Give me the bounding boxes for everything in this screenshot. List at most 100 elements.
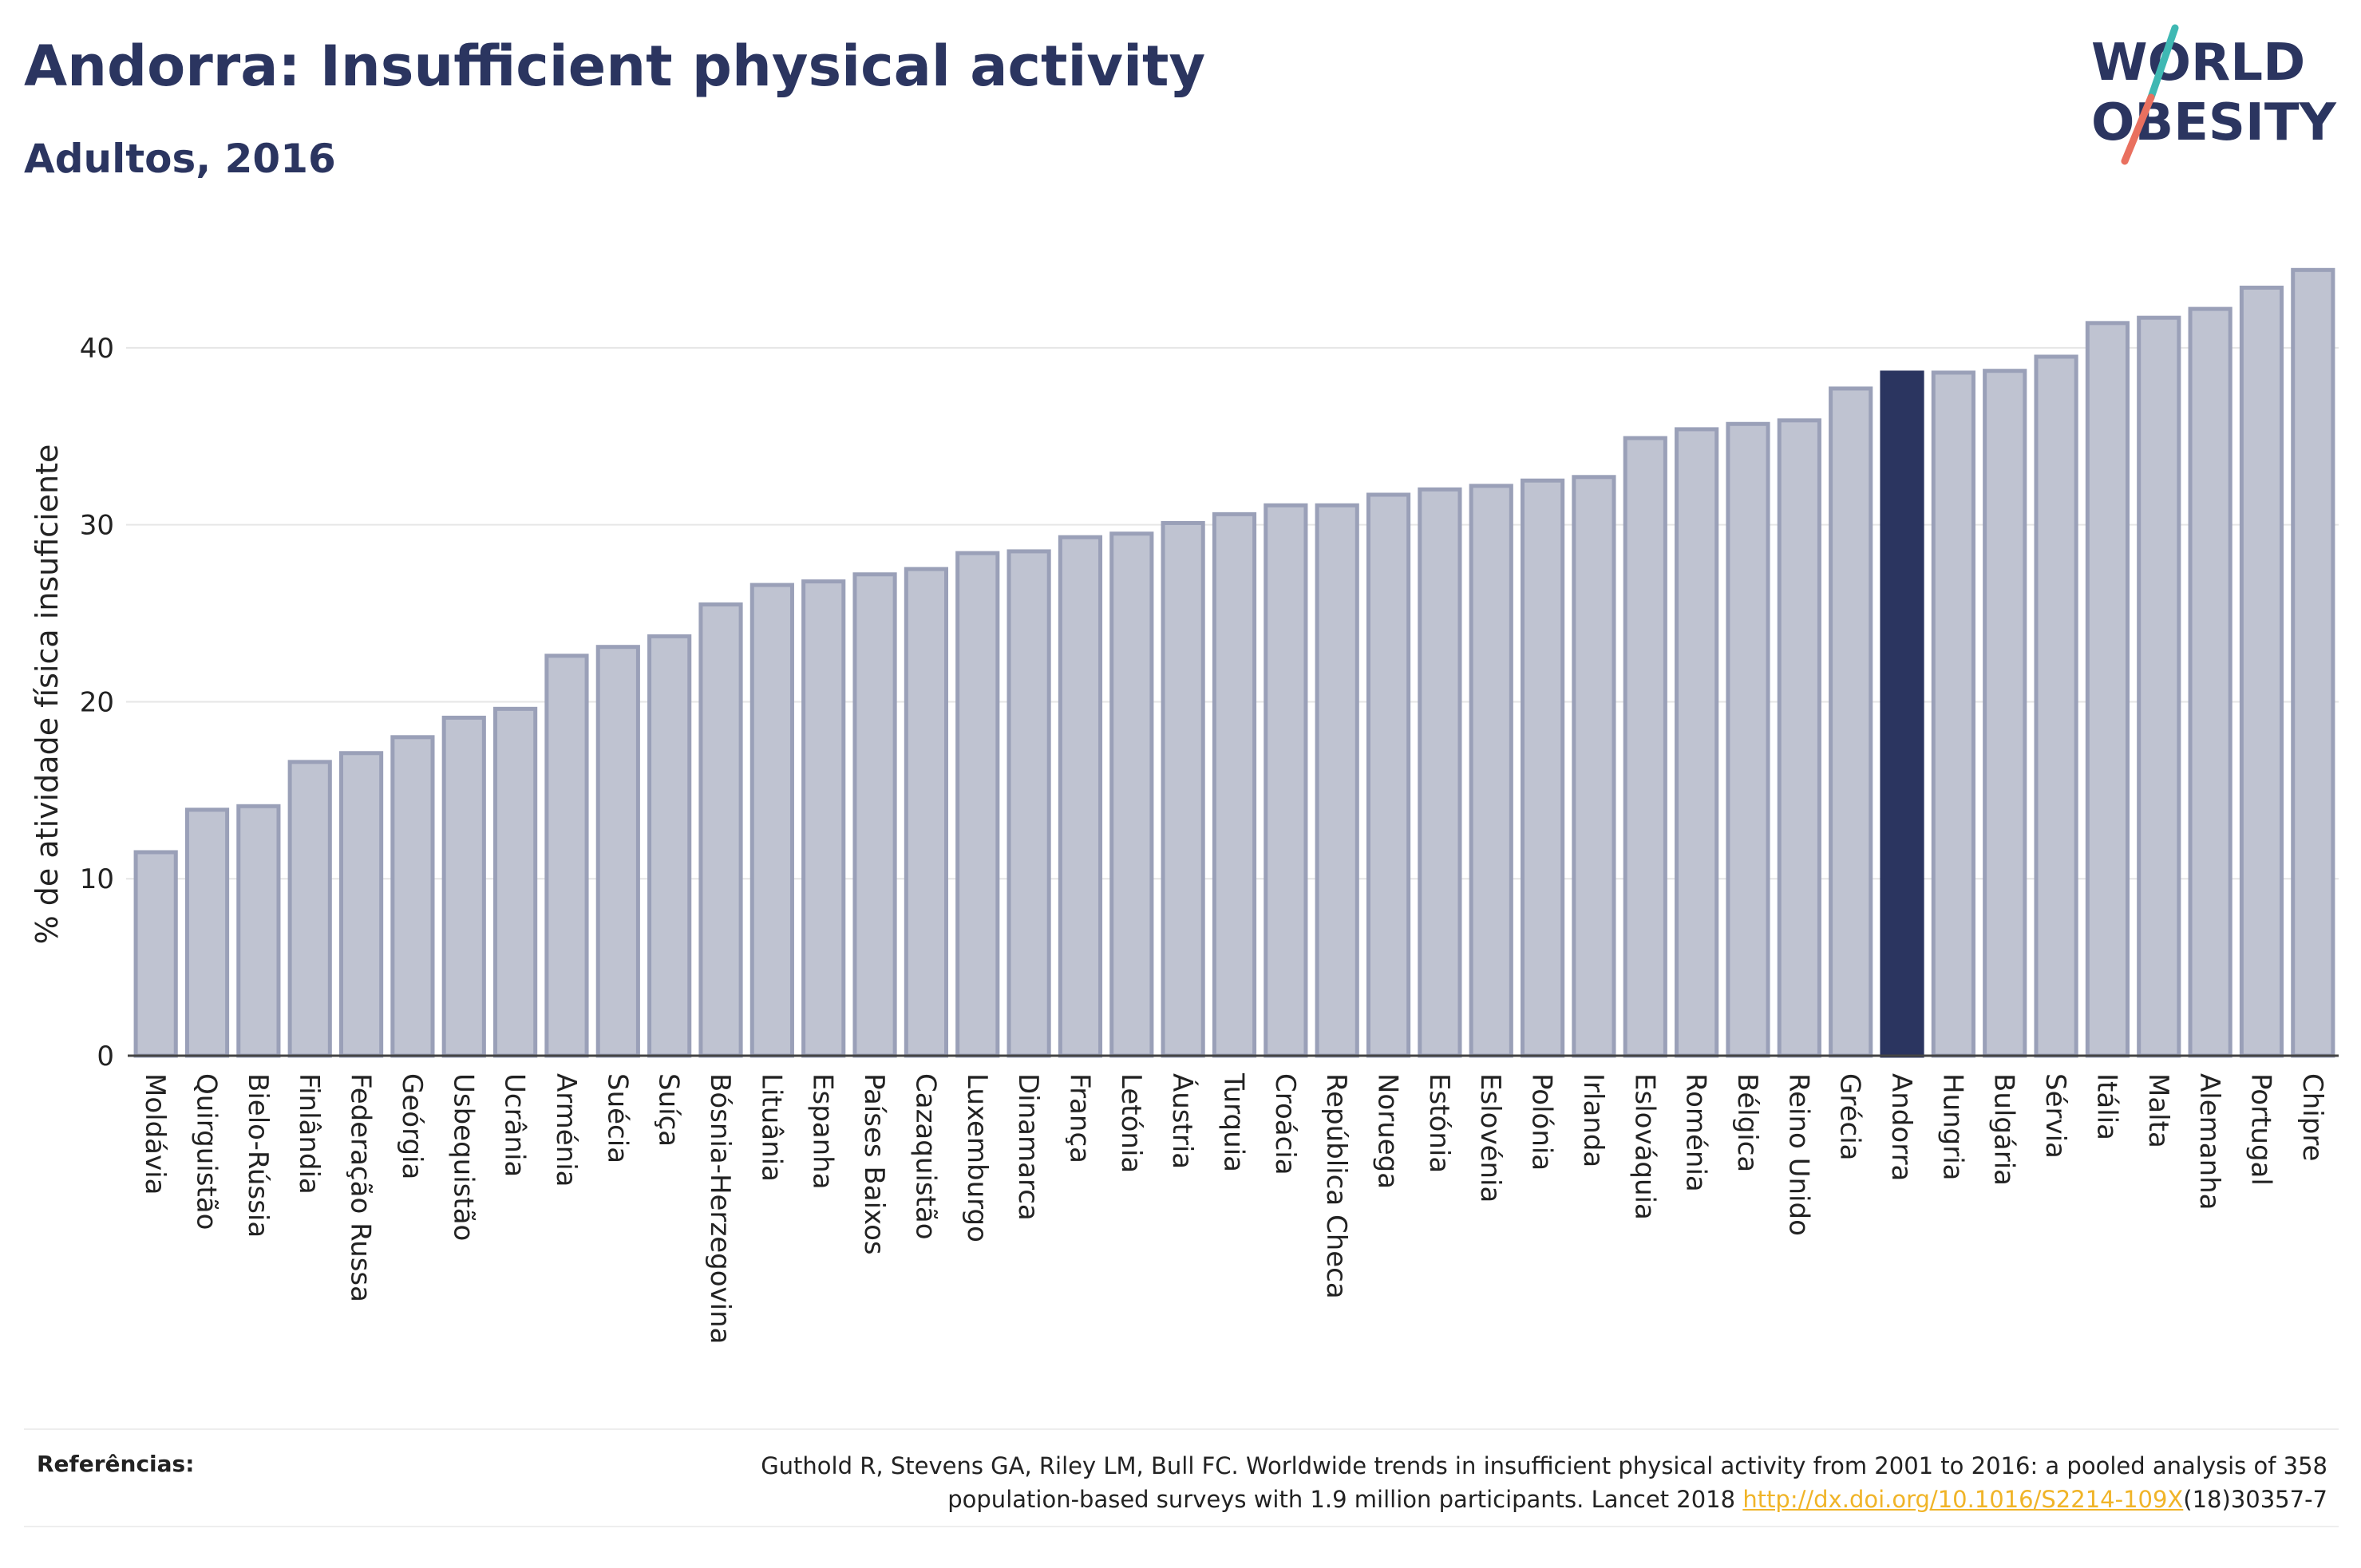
x-tick-label: Reino Unido — [1782, 1073, 1814, 1236]
x-tick-label: Lituânia — [755, 1073, 787, 1182]
x-tick-label: Países Baixos — [858, 1073, 890, 1255]
x-tick-label: Suíça — [653, 1073, 685, 1147]
bar — [2293, 270, 2333, 1056]
bar — [1266, 505, 1306, 1056]
y-tick-label: 0 — [97, 1041, 114, 1072]
bars — [136, 270, 2333, 1056]
x-tick-label: Bulgária — [1988, 1073, 2020, 1186]
x-tick-label: Portugal — [2244, 1073, 2276, 1186]
reference-line-2-end: (18)30357-7 — [2183, 1486, 2327, 1513]
bar — [1522, 480, 1562, 1056]
bar — [752, 585, 792, 1056]
x-tick-label: Polónia — [1526, 1073, 1558, 1171]
bar — [1112, 534, 1152, 1056]
bar-highlighted — [1882, 373, 1922, 1056]
bar — [187, 810, 227, 1056]
references-text: Guthold R, Stevens GA, Riley LM, Bull FC… — [492, 1449, 2327, 1516]
x-tick-label: Suécia — [601, 1073, 633, 1163]
x-tick-label: Turquia — [1218, 1072, 1250, 1172]
bar — [1368, 495, 1408, 1056]
bar — [547, 656, 587, 1056]
bar — [1471, 486, 1511, 1056]
y-axis-ticks: 0 10 20 30 40 — [80, 333, 114, 1072]
bar — [496, 709, 536, 1056]
bar — [239, 806, 279, 1056]
x-tick-label: Itália — [2090, 1073, 2122, 1140]
bar — [444, 717, 484, 1056]
x-tick-label: Andorra — [1885, 1073, 1917, 1181]
x-tick-label: República Checa — [1320, 1073, 1352, 1299]
x-tick-label: Sérvia — [2039, 1073, 2071, 1159]
footer-divider-bottom — [24, 1526, 2339, 1527]
bar — [1677, 429, 1717, 1056]
bar — [598, 647, 638, 1056]
bar — [1163, 523, 1203, 1056]
bar — [1831, 389, 1871, 1056]
x-tick-label: Dinamarca — [1012, 1073, 1044, 1221]
bar — [1985, 371, 2025, 1056]
x-tick-label: Eslováquia — [1628, 1073, 1660, 1220]
bar — [1574, 477, 1614, 1056]
reference-line-1: Guthold R, Stevens GA, Riley LM, Bull FC… — [492, 1449, 2327, 1483]
x-tick-label: Quirguistão — [191, 1073, 223, 1230]
bar — [650, 636, 690, 1056]
x-tick-label: Arménia — [550, 1073, 582, 1187]
x-tick-label: Finlândia — [293, 1073, 325, 1195]
references-label: Referências: — [37, 1451, 194, 1477]
y-tick-label: 20 — [80, 686, 114, 718]
x-tick-label: Cazaquistão — [909, 1073, 941, 1240]
x-tick-label: Geórgia — [396, 1073, 428, 1179]
y-tick-label: 30 — [80, 510, 114, 542]
bar — [701, 604, 741, 1056]
x-tick-label: Croácia — [1269, 1073, 1301, 1175]
bar — [1779, 421, 1819, 1056]
bar — [1728, 424, 1768, 1056]
footer-divider-top — [24, 1428, 2339, 1430]
x-tick-label: Alemanha — [2193, 1073, 2225, 1211]
reference-line-2-start: population-based surveys with 1.9 millio… — [947, 1486, 1742, 1513]
bar — [2087, 323, 2127, 1056]
x-tick-label: Bélgica — [1731, 1073, 1763, 1172]
x-tick-label: Moldávia — [139, 1073, 171, 1195]
x-axis-ticks: Moldávia Quirguistão Bielo-Rússia Finlândia… — [139, 1072, 2328, 1345]
bar — [2190, 309, 2230, 1056]
x-tick-label: Espanha — [807, 1073, 839, 1190]
bar — [393, 737, 433, 1056]
doi-link[interactable]: http://dx.doi.org/10.1016/S2214-109X — [1742, 1486, 2183, 1513]
x-tick-label: Roménia — [1680, 1073, 1712, 1192]
y-tick-label: 10 — [80, 863, 114, 895]
bar-chart: 0 10 20 30 40 Moldávia Quirguistão Bielo-Rússi… — [0, 0, 2361, 1357]
x-tick-label: Eslovénia — [1474, 1073, 1506, 1203]
x-tick-label: Chipre — [2296, 1073, 2328, 1161]
x-tick-label: Letónia — [1115, 1073, 1147, 1173]
x-tick-label: Federação Russa — [345, 1073, 377, 1302]
x-tick-label: Irlanda — [1577, 1073, 1609, 1167]
x-tick-label: Bielo-Rússia — [242, 1073, 274, 1238]
x-tick-label: Noruega — [1372, 1073, 1404, 1189]
reference-line-2: population-based surveys with 1.9 millio… — [492, 1483, 2327, 1516]
bar — [958, 553, 998, 1056]
bar — [1625, 438, 1665, 1056]
bar — [2036, 357, 2076, 1056]
x-tick-label: Luxemburgo — [961, 1073, 993, 1242]
bar — [804, 582, 844, 1056]
x-tick-label: Estónia — [1423, 1073, 1455, 1173]
y-axis-title: % de atividade física insuficiente — [30, 444, 65, 945]
x-tick-label: Hungria — [1936, 1073, 1968, 1181]
bar — [1060, 537, 1100, 1056]
x-tick-label: Malta — [2142, 1073, 2174, 1148]
bar — [906, 569, 946, 1056]
bar — [1317, 505, 1357, 1056]
x-tick-label: Bósnia-Herzegovina — [704, 1073, 736, 1345]
x-tick-label: Ucrânia — [499, 1073, 531, 1177]
bar — [2139, 318, 2179, 1056]
bar — [855, 575, 895, 1056]
x-tick-label: Usbequistão — [447, 1073, 479, 1241]
x-tick-label: Áustria — [1166, 1073, 1199, 1169]
bar — [2241, 287, 2281, 1056]
x-tick-label: França — [1063, 1073, 1095, 1163]
bar — [136, 852, 176, 1056]
bar — [1009, 551, 1049, 1056]
y-tick-label: 40 — [80, 333, 114, 365]
bar — [1214, 514, 1254, 1056]
